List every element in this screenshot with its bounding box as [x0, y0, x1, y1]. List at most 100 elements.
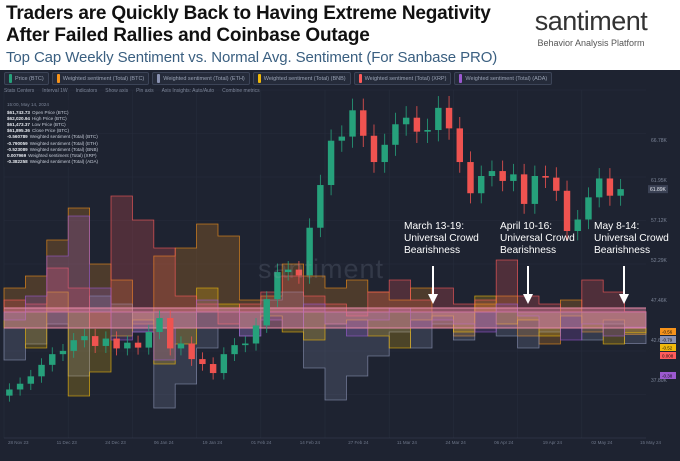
price-candle [413, 117, 421, 132]
price-candle [402, 117, 410, 125]
price-candle [617, 189, 624, 196]
x-tick-label: 19 Apr 24 [543, 440, 563, 445]
price-candle [6, 389, 13, 396]
price-candle [510, 174, 517, 181]
axis-tick-label: 66.78K [651, 138, 668, 144]
price-candle [606, 178, 614, 196]
price-candle [27, 376, 35, 384]
price-candle [553, 177, 560, 191]
info-row: -0.523089 Weighted sentiment (Total) (BNB… [7, 146, 98, 153]
annotation-line: Universal Crowd [404, 233, 479, 244]
price-candle [467, 162, 474, 194]
price-candle [585, 197, 592, 220]
chart-toolbar: Stats Centers Interval 1W Indicators Show a… [4, 88, 260, 98]
price-candle [392, 124, 399, 145]
price-candle [70, 340, 77, 351]
x-tick-label: 06 Jan 24 [154, 440, 174, 445]
legend-label: Weighted sentiment (Total) (XRP) [364, 75, 447, 82]
annotation-arrowhead [523, 294, 533, 304]
x-tick-label: 11 Mar 24 [397, 440, 417, 445]
legend-label: Weighted sentiment (Total) (ETH) [163, 75, 245, 82]
page-title: Traders are Quickly Back to Having Extre… [6, 3, 491, 46]
x-tick-label: 11 Dec 23 [57, 440, 78, 445]
info-value: 0.007969 [7, 152, 27, 158]
metrics-legend: Price (BTC) Weighted sentiment (Total) (B… [4, 72, 553, 86]
legend-chip[interactable]: Weighted sentiment (Total) (ETH) [152, 72, 250, 85]
price-candle [16, 383, 24, 390]
x-tick-label: 02 May 24 [591, 440, 613, 445]
price-candle [488, 171, 496, 176]
legend-chip[interactable]: Weighted sentiment (Total) (BNB) [252, 72, 351, 85]
info-value: -0.790059 [7, 140, 28, 146]
price-candle [317, 185, 324, 228]
price-candle [327, 140, 335, 186]
series-value-tag [660, 372, 676, 379]
price-candle [38, 364, 45, 377]
toolbar-item[interactable]: Indicators [75, 88, 98, 94]
x-tick-label: 24 Mar 24 [446, 440, 467, 445]
legend-label: Weighted sentiment (Total) (BNB) [263, 75, 346, 82]
price-candle [563, 190, 571, 232]
price-candle [220, 354, 228, 374]
price-candle [242, 343, 249, 346]
price-candle [102, 338, 110, 346]
price-candle [456, 128, 463, 163]
toolbar-item[interactable]: Pin axis [136, 88, 154, 94]
legend-chip[interactable]: Weighted sentiment (Total) (ADA) [454, 72, 553, 85]
price-candle [113, 338, 120, 349]
price-candle [284, 269, 292, 273]
x-tick-label: 06 Apr 24 [494, 440, 514, 445]
annotation-line: Universal Crowd [594, 233, 669, 244]
info-row: $62,020.94 High Price (BTC) [7, 116, 87, 122]
price-candle [595, 178, 603, 198]
price-candle [574, 219, 581, 232]
legend-chip[interactable]: Price (BTC) [4, 72, 49, 85]
chart-canvas: 66.78K 61.95K 57.12K 52.29K 47.46K 42.63K 37.8… [3, 89, 676, 445]
info-label: Weighted sentiment (Total) (BNB) [29, 146, 99, 152]
price-candle [59, 350, 67, 355]
annotation-march: March 13-19: Universal Crowd Bearishness [404, 221, 479, 257]
series-value-label: -0.52 [662, 346, 673, 351]
series-value-label: -0.79 [662, 338, 673, 343]
price-candle [542, 176, 549, 178]
info-label: High Price (BTC) [32, 116, 67, 122]
price-candle [370, 135, 378, 163]
toolbar-item[interactable]: Combine metrics [222, 88, 260, 94]
info-value: -0.523089 [7, 146, 28, 152]
info-label: Low Price (BTC) [32, 122, 66, 128]
price-candle [349, 110, 356, 137]
toolbar-item[interactable]: Show axis [105, 88, 129, 94]
annotation-line: May 8-14: [594, 221, 640, 232]
legend-chip[interactable]: Weighted sentiment (Total) (XRP) [353, 72, 452, 85]
info-value: $61,473.37 [7, 122, 30, 128]
axis-tick-label: 42.63K [651, 338, 668, 344]
x-tick-label: 27 Feb 24 [348, 440, 369, 445]
legend-chip[interactable]: Weighted sentiment (Total) (BTC) [51, 72, 150, 85]
legend-label: Price (BTC) [15, 75, 44, 82]
toolbar-item[interactable]: Interval 1W [42, 88, 68, 94]
watermark: santiment [258, 254, 385, 284]
toolbar-item[interactable]: Stats Centers [4, 88, 35, 94]
annotation-line: Bearishness [500, 245, 557, 256]
brand-tagline: Behavior Analysis Platform [537, 38, 645, 48]
legend-swatch [157, 74, 161, 83]
x-tick-label: 15 May 24 [640, 440, 662, 445]
info-label: Weighted sentiment (Total) (XRP) [28, 152, 97, 158]
price-candle [338, 136, 346, 141]
info-row: $61,895.36 Close Price (BTC) [7, 128, 87, 134]
page-subtitle: Top Cap Weekly Sentiment vs. Normal Avg.… [6, 49, 498, 66]
price-candle [134, 342, 142, 348]
series-value-label: -0.38 [662, 374, 673, 379]
info-value: $61,743.73 [7, 110, 30, 116]
info-value: -0.382258 [7, 158, 28, 164]
annotation-line: Universal Crowd [500, 233, 575, 244]
toolbar-item[interactable]: Axis Insights: Auto/Auto [161, 88, 215, 94]
x-tick-label: 01 Feb 24 [251, 440, 272, 445]
normal-sentiment-band [4, 308, 646, 328]
legend-label: Weighted sentiment (Total) (BTC) [62, 75, 145, 82]
price-candle [435, 107, 442, 131]
axis-tick-label: 57.12K [651, 218, 668, 224]
info-value: $62,020.94 [7, 116, 30, 122]
x-tick-label: 19 Jan 24 [202, 440, 222, 445]
price-candle [188, 343, 195, 360]
